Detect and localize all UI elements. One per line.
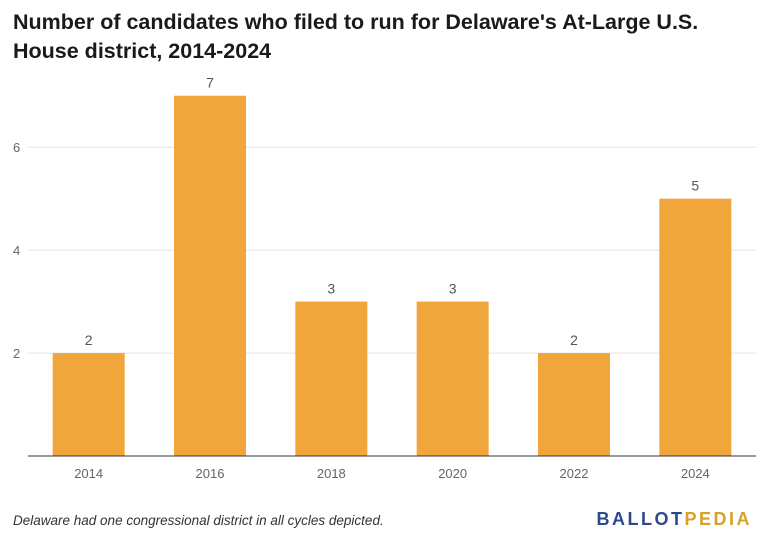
x-tick-label-2014: 2014 (74, 466, 103, 481)
logo-part-pedia: PEDIA (684, 509, 752, 529)
bar-2020 (416, 301, 489, 456)
data-label-2016: 7 (206, 75, 214, 91)
bar-2022 (538, 353, 610, 456)
bar-2016 (174, 95, 246, 456)
y-tick-label: 6 (13, 140, 20, 155)
x-tick-label-2020: 2020 (438, 466, 467, 481)
gridlines (28, 146, 756, 354)
x-tick-label-2016: 2016 (196, 466, 225, 481)
data-label-2020: 3 (449, 281, 457, 297)
y-tick-label: 2 (13, 346, 20, 361)
bar-2018 (295, 301, 368, 456)
data-label-2024: 5 (691, 178, 699, 194)
x-tick-label-2018: 2018 (317, 466, 346, 481)
y-axis-ticks: 2 4 6 (13, 140, 20, 361)
data-labels: 2 7 3 3 2 5 (85, 75, 700, 348)
bar-2024 (659, 198, 732, 456)
y-tick-label: 4 (13, 243, 20, 258)
logo-part-ballot: BALLOT (596, 509, 685, 529)
x-tick-label-2022: 2022 (560, 466, 589, 481)
bar-2014 (52, 353, 125, 456)
x-tick-label-2024: 2024 (681, 466, 710, 481)
x-axis-ticks: 2014 2016 2018 2020 2022 2024 (74, 466, 710, 481)
data-label-2022: 2 (570, 332, 578, 348)
bars (52, 95, 732, 456)
chart-title: Number of candidates who filed to run fo… (13, 10, 699, 63)
footnote: Delaware had one congressional district … (13, 513, 384, 528)
ballotpedia-logo: BALLOTPEDIA (597, 509, 753, 530)
data-label-2018: 3 (327, 281, 335, 297)
data-label-2014: 2 (85, 332, 93, 348)
